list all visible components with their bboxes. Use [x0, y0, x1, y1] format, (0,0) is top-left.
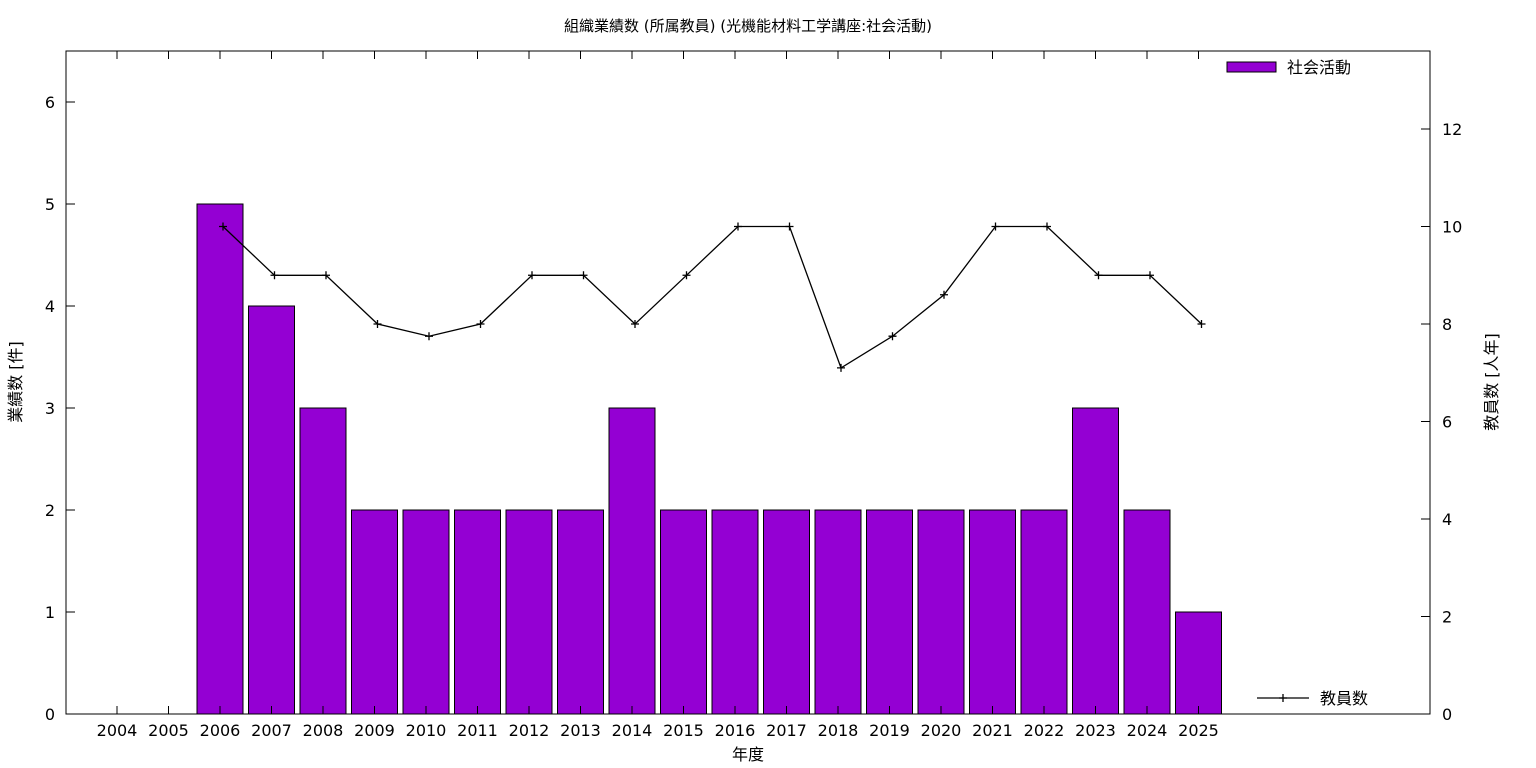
x-tick-label-2021: 2021: [972, 721, 1013, 740]
point-2019: [888, 332, 897, 341]
y-tick-label-5: 5: [45, 195, 55, 214]
x-tick-label-2005: 2005: [148, 721, 189, 740]
x-tick-label-2013: 2013: [560, 721, 601, 740]
y2-tick-label-10: 10: [1442, 218, 1462, 237]
point-2010: [425, 332, 433, 341]
bar-2021: [969, 509, 1016, 715]
point-2014: [631, 320, 639, 328]
point-2025: [1197, 320, 1206, 328]
point-2024: [1146, 271, 1154, 280]
point-2018: [837, 363, 845, 372]
x-tick-label-2007: 2007: [251, 721, 292, 740]
y2-tick-label-12: 12: [1442, 120, 1462, 139]
x-tick-label-2006: 2006: [200, 721, 241, 740]
point-2008: [322, 271, 330, 280]
x-tick-label-2016: 2016: [715, 721, 756, 740]
legend-bar-label: 社会活動: [1287, 58, 1351, 77]
x-tick-label-2023: 2023: [1075, 721, 1116, 740]
x-tick-label-2014: 2014: [612, 721, 653, 740]
bar-2019: [866, 509, 913, 715]
bar-2013: [557, 509, 604, 715]
y-tick-label-0: 0: [45, 705, 55, 724]
point-2013: [579, 271, 588, 280]
y2-tick-label-4: 4: [1442, 510, 1452, 529]
x-tick-label-2020: 2020: [921, 721, 962, 740]
x-axis-label: 年度: [732, 745, 764, 764]
y-tick-label-6: 6: [45, 93, 55, 112]
x-tick-label-2009: 2009: [354, 721, 395, 740]
bar-2016: [711, 509, 759, 715]
chart-title: 組織業績数 (所属教員) (光機能材料工学講座:社会活動): [564, 17, 932, 35]
legend-bar: 社会活動: [1226, 58, 1351, 77]
y2-tick-label-8: 8: [1442, 315, 1452, 334]
point-2006: [219, 222, 227, 231]
x-tick-label-2018: 2018: [818, 721, 859, 740]
x-tick-label-2011: 2011: [457, 721, 498, 740]
point-2012: [528, 271, 536, 280]
point-2022: [1043, 222, 1051, 231]
x-tick-label-2010: 2010: [406, 721, 447, 740]
bar-2010: [402, 509, 450, 715]
bar-2020: [917, 509, 965, 715]
x-tick-label-2012: 2012: [509, 721, 550, 740]
point-2011: [476, 320, 485, 328]
x-tick-label-2024: 2024: [1127, 721, 1168, 740]
y2-tick-label-6: 6: [1442, 413, 1452, 432]
y-tick-label-4: 4: [45, 297, 55, 316]
y2-axis-label: 教員数 [人年]: [1482, 333, 1501, 431]
point-2021: [991, 222, 1000, 231]
point-2007: [270, 271, 279, 280]
x-tick-label-2025: 2025: [1178, 721, 1219, 740]
point-2020: [940, 290, 948, 299]
y-tick-label-2: 2: [45, 501, 55, 520]
bar-2008: [299, 407, 347, 715]
legend-line: 教員数: [1257, 689, 1368, 708]
x-tick-label-2008: 2008: [303, 721, 344, 740]
x-tick-label-2019: 2019: [869, 721, 910, 740]
bar-2006: [196, 203, 244, 715]
point-2009: [373, 320, 382, 328]
point-2016: [734, 222, 742, 231]
bar-2023: [1072, 407, 1119, 715]
bar-2007: [248, 305, 295, 715]
bar-2012: [505, 509, 553, 715]
bar-2017: [763, 509, 810, 715]
faculty-line: [222, 225, 1202, 369]
y-tick-label-3: 3: [45, 399, 55, 418]
bar-2025: [1175, 611, 1222, 715]
bar-2011: [454, 509, 501, 715]
y2-tick-label-2: 2: [1442, 608, 1452, 627]
x-tick-label-2015: 2015: [663, 721, 704, 740]
bar-2014: [608, 407, 656, 715]
x-tick-label-2022: 2022: [1024, 721, 1065, 740]
point-2015: [682, 271, 691, 280]
point-2023: [1094, 271, 1103, 280]
bar-2015: [660, 509, 707, 715]
bar-2024: [1123, 509, 1171, 715]
bar-2022: [1020, 509, 1068, 715]
y-tick-label-1: 1: [45, 603, 55, 622]
y-axis-label: 業績数 [件]: [6, 341, 25, 423]
bar-2018: [814, 509, 862, 715]
legend-line-label: 教員数: [1320, 689, 1368, 708]
point-2017: [785, 222, 794, 231]
x-tick-label-2004: 2004: [97, 721, 138, 740]
legend-line-marker: [1279, 694, 1287, 702]
x-tick-label-2017: 2017: [766, 721, 807, 740]
plot-frame: [65, 50, 1431, 715]
legend-bar-swatch: [1226, 61, 1277, 73]
bar-2009: [351, 509, 398, 715]
y2-tick-label-0: 0: [1442, 705, 1452, 724]
